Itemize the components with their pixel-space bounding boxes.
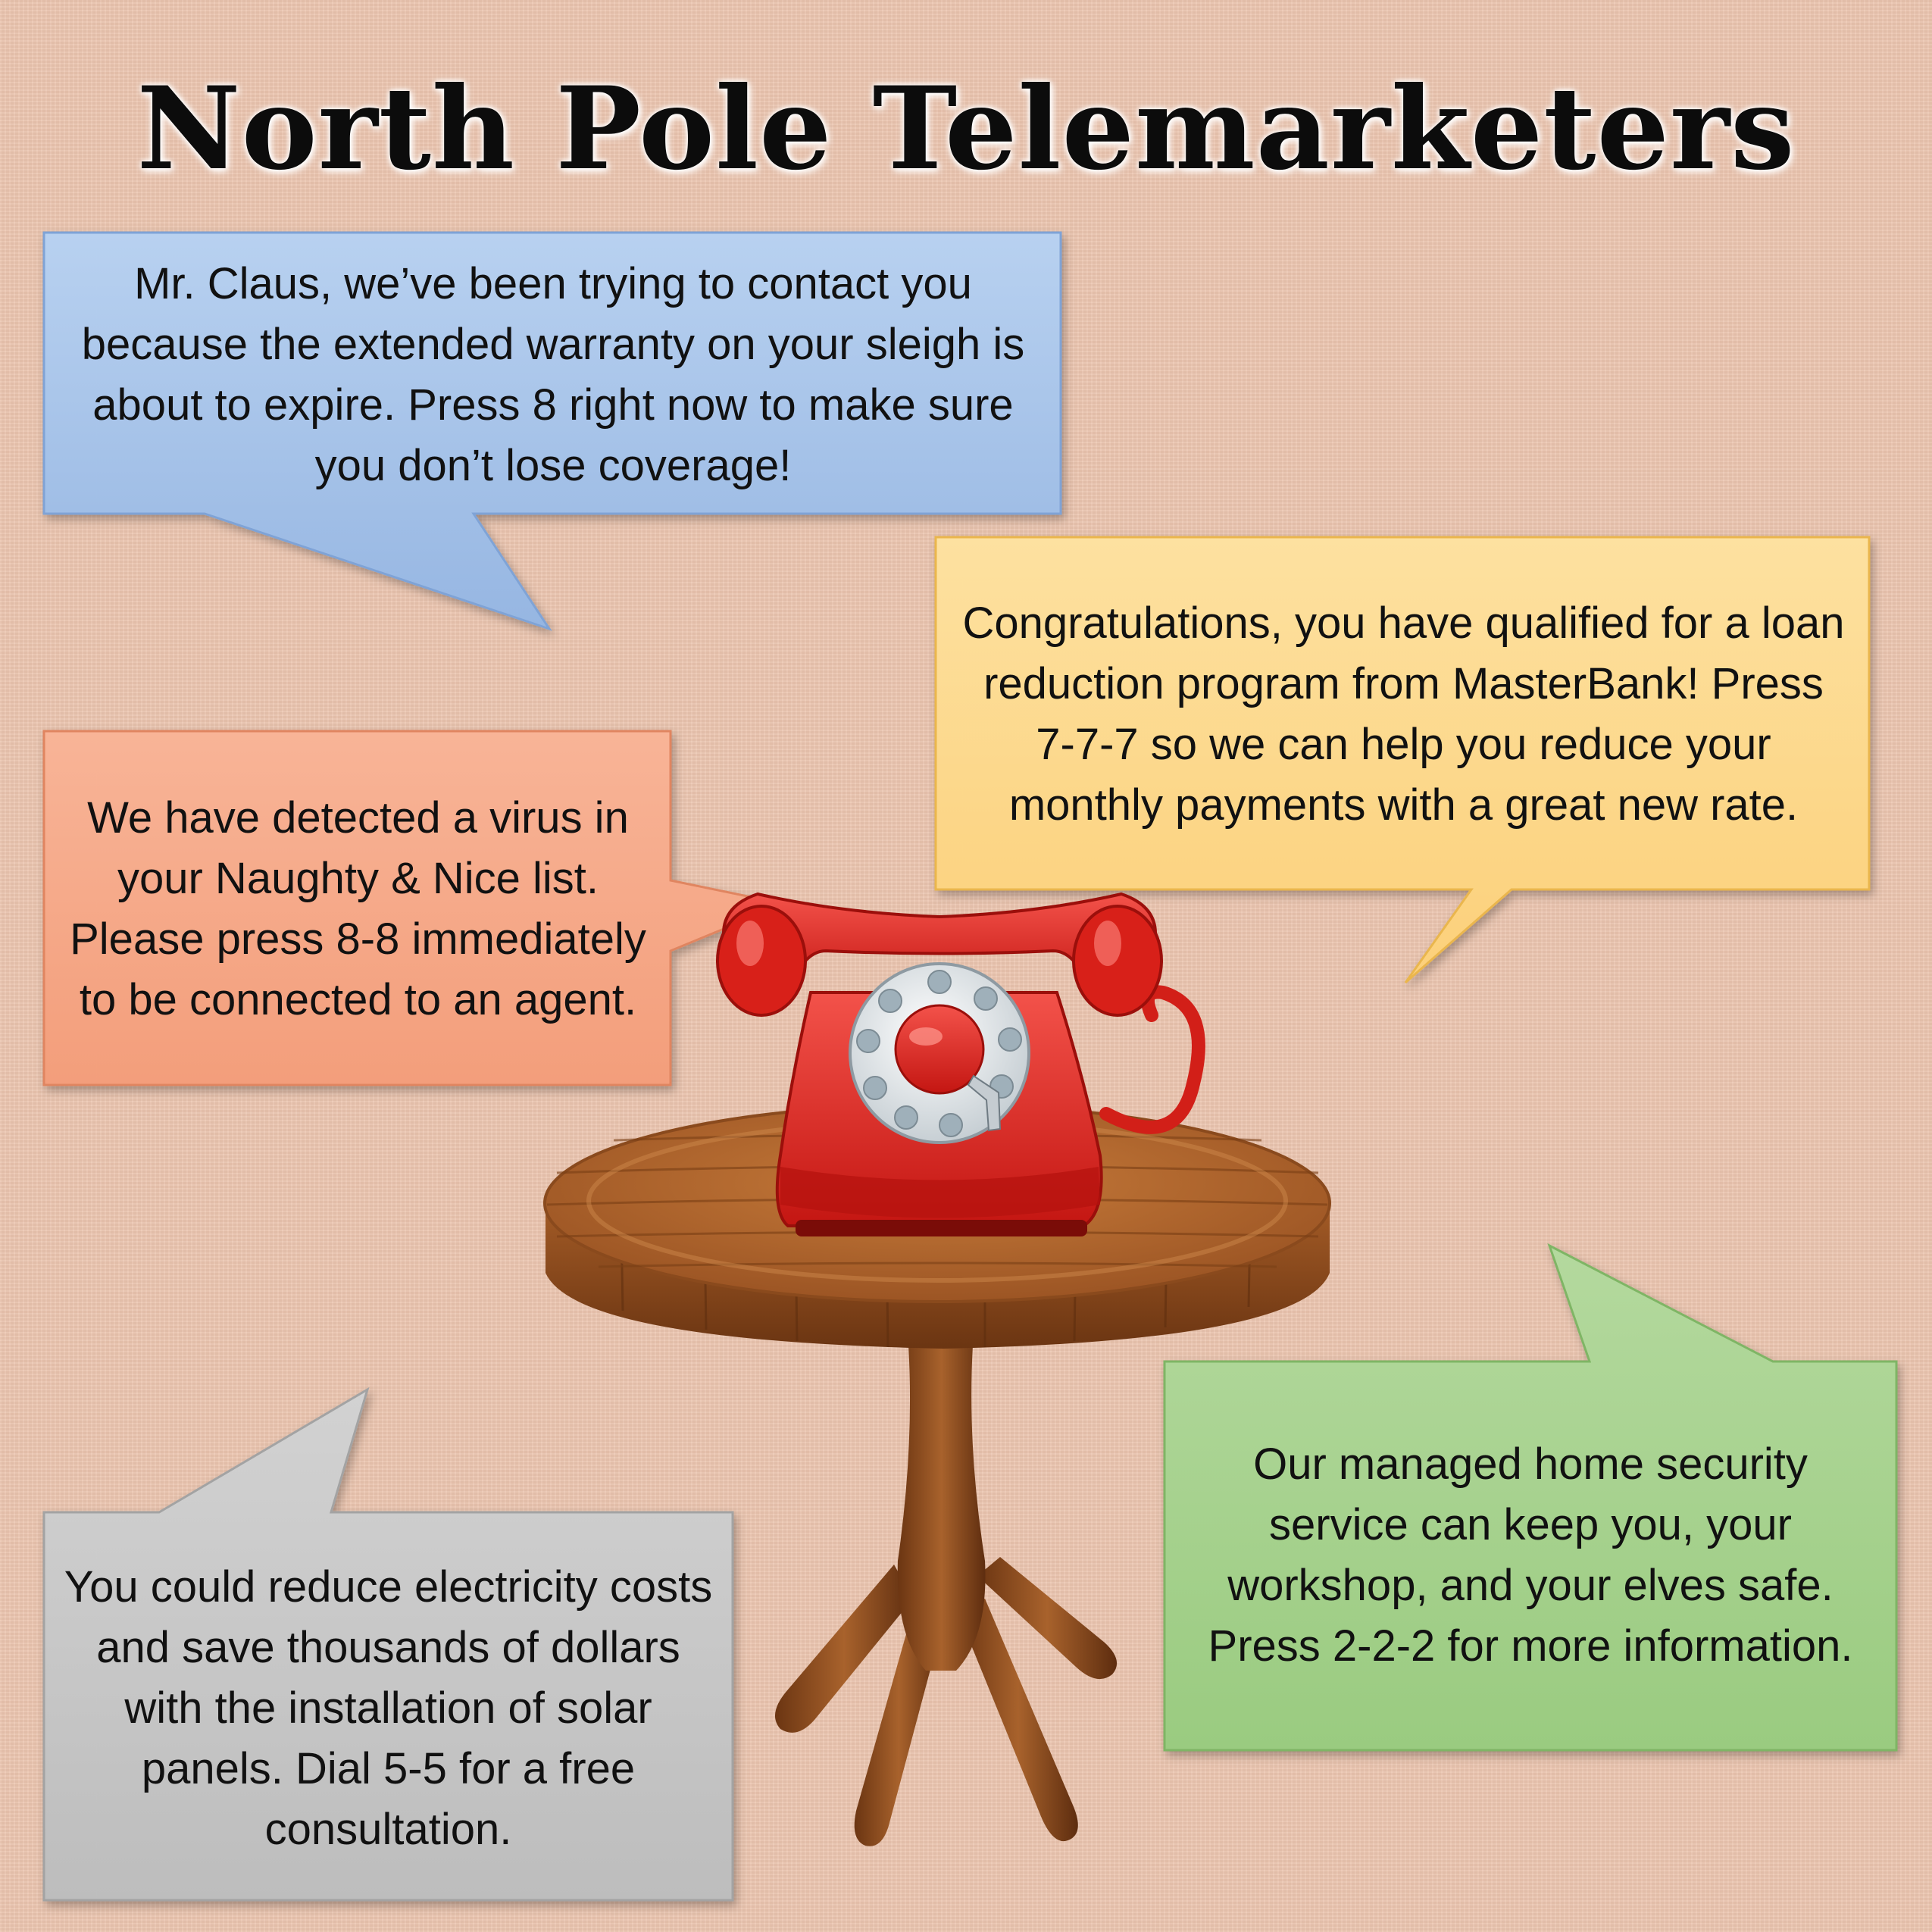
warranty-text: Mr. Claus, we’ve been trying to contact … (81, 259, 1025, 490)
loan-text: Congratulations, you have qualified for … (962, 598, 1845, 830)
speech-bubble-warranty: Mr. Claus, we’ve been trying to contact … (61, 250, 1046, 500)
virus-text: We have detected a virus in your Naughty… (70, 793, 646, 1024)
speech-bubble-security: Our managed home security service can ke… (1182, 1379, 1879, 1731)
speech-bubble-solar: You could reduce electricity costs and s… (61, 1534, 716, 1883)
speech-bubble-virus: We have detected a virus in your Naughty… (61, 750, 655, 1068)
table-stem (897, 1333, 986, 1671)
speech-bubble-blue-shape (42, 231, 1062, 631)
page-title: North Pole Telemarketers (136, 62, 1796, 195)
speech-bubble-green-shape (1163, 1243, 1898, 1752)
speech-bubble-loan: Congratulations, you have qualified for … (958, 557, 1849, 871)
table-leg-left-inner (854, 1610, 943, 1846)
table-leg-left-outer (774, 1565, 913, 1733)
solar-text: You could reduce electricity costs and s… (64, 1562, 713, 1854)
table-leg-right-outer (977, 1557, 1118, 1680)
speech-bubble-gray-shape (42, 1386, 734, 1902)
security-text: Our managed home security service can ke… (1208, 1439, 1853, 1671)
table-leg-right-inner (958, 1599, 1078, 1842)
speech-bubble-yellow-shape (934, 536, 1871, 984)
rotary-phone-icon (716, 892, 1205, 1236)
phone-dial-stop (967, 1074, 1002, 1132)
